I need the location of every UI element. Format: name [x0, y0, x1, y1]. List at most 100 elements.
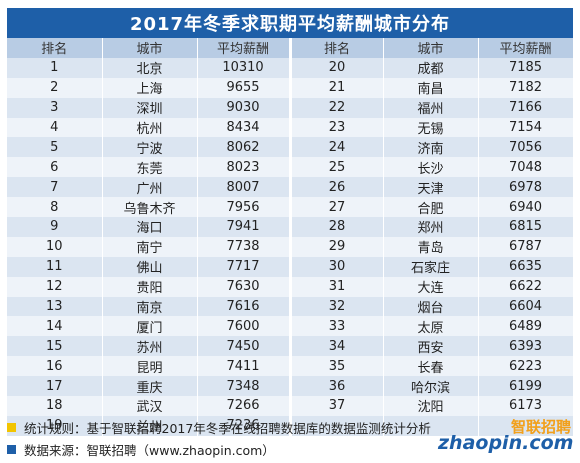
table-row: 3 深圳 9030 22 福州 7166 — [7, 97, 574, 118]
table-row: 17 重庆 7348 36 哈尔滨 6199 — [7, 376, 574, 397]
salary-cell: 6489 — [478, 316, 574, 337]
city-cell: 兰州 — [102, 415, 198, 436]
rank-cell: 21 — [290, 77, 384, 98]
zhaopin-logo: 智联招聘 zhaopin.com — [438, 416, 573, 456]
salary-cell: 8434 — [197, 117, 292, 138]
city-cell: 西安 — [383, 336, 479, 357]
city-cell: 哈尔滨 — [383, 376, 479, 397]
rank-cell: 13 — [7, 296, 103, 317]
salary-cell: 8062 — [197, 137, 292, 158]
city-cell: 东莞 — [102, 157, 198, 178]
rank-cell: 23 — [290, 117, 384, 138]
salary-cell: 7411 — [197, 356, 292, 377]
city-cell: 青岛 — [383, 236, 479, 257]
stat-rule-text: 统计规则：基于智联招聘2017年冬季在线招聘数据库的数据监测统计分析 — [24, 421, 431, 436]
city-cell: 南京 — [102, 296, 198, 317]
stat-rule-note: 统计规则：基于智联招聘2017年冬季在线招聘数据库的数据监测统计分析 — [7, 418, 431, 437]
city-cell: 深圳 — [102, 97, 198, 118]
header-rank: 排名 — [7, 38, 103, 58]
blue-square-icon — [7, 445, 16, 454]
city-cell: 太原 — [383, 316, 479, 337]
salary-cell: 7182 — [478, 77, 574, 98]
city-cell: 南昌 — [383, 77, 479, 98]
salary-cell: 10310 — [197, 57, 292, 78]
salary-cell: 6978 — [478, 177, 574, 198]
salary-cell: 6635 — [478, 256, 574, 277]
rank-cell: 8 — [7, 197, 103, 218]
rank-cell: 33 — [290, 316, 384, 337]
city-cell: 厦门 — [102, 316, 198, 337]
city-cell: 长春 — [383, 356, 479, 377]
city-cell: 长沙 — [383, 157, 479, 178]
city-cell: 乌鲁木齐 — [102, 197, 198, 218]
city-cell: 沈阳 — [383, 396, 479, 416]
rank-cell: 22 — [290, 97, 384, 118]
table-row: 2 上海 9655 21 南昌 7182 — [7, 77, 574, 98]
rank-cell: 26 — [290, 177, 384, 198]
salary-cell — [478, 415, 574, 436]
yellow-square-icon — [7, 423, 16, 432]
city-cell: 无锡 — [383, 117, 479, 138]
rank-cell: 10 — [7, 236, 103, 257]
city-cell: 北京 — [102, 57, 198, 78]
table-row: 15 苏州 7450 34 西安 6393 — [7, 336, 574, 357]
salary-cell: 7185 — [478, 57, 574, 78]
header-row: 排名 城市 平均薪酬 排名 城市 平均薪酬 — [7, 38, 574, 58]
city-cell: 天津 — [383, 177, 479, 198]
city-cell: 武汉 — [102, 396, 198, 416]
city-cell: 广州 — [102, 177, 198, 198]
city-cell: 宁波 — [102, 137, 198, 158]
salary-cell: 6223 — [478, 356, 574, 377]
salary-cell: 9655 — [197, 77, 292, 98]
salary-cell: 6604 — [478, 296, 574, 317]
city-cell: 烟台 — [383, 296, 479, 317]
city-cell: 杭州 — [102, 117, 198, 138]
salary-cell: 6940 — [478, 197, 574, 218]
logo-en-text: zhaopin.com — [438, 432, 574, 454]
city-cell: 济南 — [383, 137, 479, 158]
header-salary: 平均薪酬 — [197, 38, 292, 58]
rank-cell: 35 — [290, 356, 384, 377]
city-cell: 福州 — [383, 97, 479, 118]
rank-cell: 31 — [290, 276, 384, 297]
city-cell: 成都 — [383, 57, 479, 78]
salary-cell: 6393 — [478, 336, 574, 357]
table-title: 2017年冬季求职期平均薪酬城市分布 — [7, 8, 573, 38]
city-cell: 重庆 — [102, 376, 198, 397]
table-row: 8 乌鲁木齐 7956 27 合肥 6940 — [7, 197, 574, 218]
rank-cell: 1 — [7, 57, 103, 78]
salary-cell: 9030 — [197, 97, 292, 118]
table-row: 9 海口 7941 28 郑州 6815 — [7, 217, 574, 237]
rank-cell: 32 — [290, 296, 384, 317]
rank-cell: 37 — [290, 396, 384, 416]
salary-cell: 7266 — [197, 396, 292, 416]
rank-cell: 20 — [290, 57, 384, 78]
city-cell: 合肥 — [383, 197, 479, 218]
salary-cell: 7630 — [197, 276, 292, 297]
city-cell: 石家庄 — [383, 256, 479, 277]
table-row: 12 贵阳 7630 31 大连 6622 — [7, 276, 574, 297]
city-cell: 上海 — [102, 77, 198, 98]
salary-cell: 6199 — [478, 376, 574, 397]
salary-cell: 7600 — [197, 316, 292, 337]
rank-cell: 14 — [7, 316, 103, 337]
rank-cell: 17 — [7, 376, 103, 397]
city-cell: 昆明 — [102, 356, 198, 377]
table-row: 4 杭州 8434 23 无锡 7154 — [7, 117, 574, 138]
salary-cell: 6622 — [478, 276, 574, 297]
city-cell: 郑州 — [383, 217, 479, 237]
table-row: 5 宁波 8062 24 济南 7056 — [7, 137, 574, 158]
salary-cell: 7056 — [478, 137, 574, 158]
data-source-text: 数据来源：智联招聘（www.zhaopin.com） — [24, 443, 275, 458]
rank-cell: 27 — [290, 197, 384, 218]
header-rank: 排名 — [290, 38, 384, 58]
salary-cell: 8007 — [197, 177, 292, 198]
table-row: 16 昆明 7411 35 长春 6223 — [7, 356, 574, 377]
salary-cell: 7738 — [197, 236, 292, 257]
salary-cell: 7154 — [478, 117, 574, 138]
rank-cell: 6 — [7, 157, 103, 178]
rank-cell: 12 — [7, 276, 103, 297]
salary-cell: 7941 — [197, 217, 292, 237]
city-cell: 海口 — [102, 217, 198, 237]
rank-cell: 34 — [290, 336, 384, 357]
